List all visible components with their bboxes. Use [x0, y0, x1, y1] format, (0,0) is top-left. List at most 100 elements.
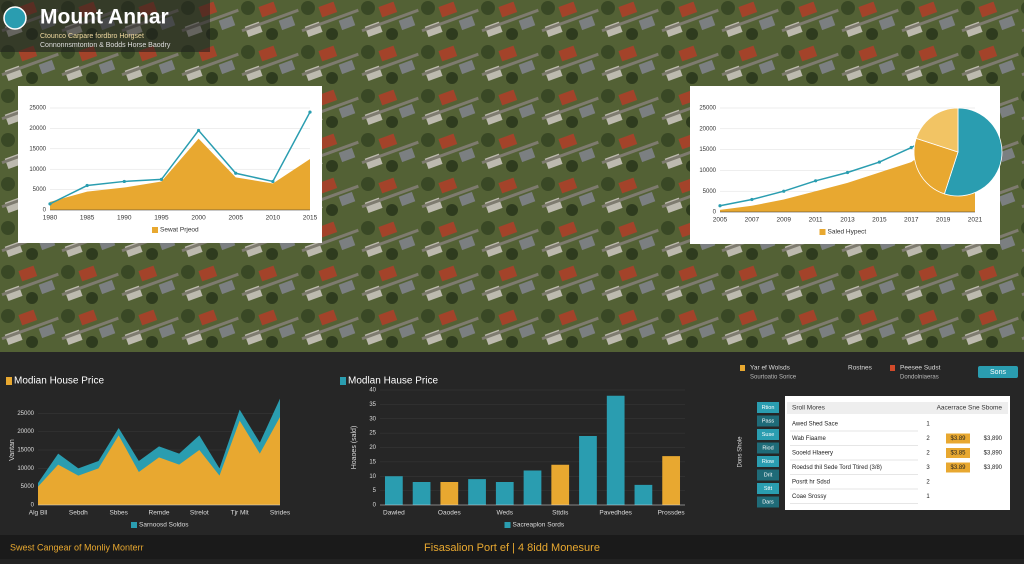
bar	[662, 456, 681, 505]
legend-swatch	[819, 229, 826, 235]
table-cell: Coae Srossy	[792, 494, 826, 500]
table-cell: Sooeld Hlaeery	[792, 451, 833, 457]
x-tick-label: 1980	[43, 215, 58, 222]
bar	[551, 464, 570, 505]
table-header: Sroll Mores	[792, 405, 826, 412]
x-tick-label: Pavedhdes	[599, 510, 632, 517]
y-tick-label: 10000	[699, 168, 716, 174]
side-cell	[757, 429, 779, 440]
table-cell: $3.89	[950, 436, 966, 442]
key-swatch	[740, 365, 745, 371]
x-tick-label: Remde	[149, 510, 170, 517]
side-label: Riow	[762, 459, 774, 465]
bar	[634, 484, 653, 505]
table-cell: 1	[926, 422, 930, 428]
point	[271, 179, 275, 184]
table-cell: $3,890	[984, 465, 1003, 471]
key-label: Yar ef Wolsds	[750, 365, 791, 372]
x-tick-label: 2019	[936, 217, 951, 224]
side-cell	[757, 456, 779, 467]
area	[720, 112, 975, 212]
y-tick-label: 20000	[699, 126, 716, 132]
table-header-bg	[787, 402, 1008, 414]
price-cell	[946, 433, 970, 444]
x-tick-label: Prossdes	[658, 510, 686, 517]
bar	[412, 482, 431, 505]
key-swatch	[890, 365, 895, 371]
side-label: Drit	[764, 472, 773, 478]
x-tick-label: 2015	[303, 215, 318, 222]
table-cell: 2	[926, 436, 930, 442]
x-tick-label: Sebdh	[69, 510, 88, 517]
x-tick-label: Tjr Mlt	[231, 510, 249, 517]
tagline: Connonnsmtonton & Bodds Horse Baodry	[40, 42, 171, 49]
side-label: Riod	[762, 445, 773, 451]
x-tick-label: Weds	[497, 510, 514, 517]
table-panel	[785, 396, 1010, 510]
side-title: Dons Shole	[738, 436, 744, 468]
x-tick-label: Strides	[270, 510, 291, 517]
y-tick-label: 0	[43, 208, 47, 214]
x-tick-label: Strelot	[190, 510, 209, 517]
x-tick-label: 2010	[266, 215, 281, 222]
table-cell: 2	[926, 480, 930, 486]
y-tick-label: 10000	[29, 167, 46, 173]
x-tick-label: Sttdis	[552, 510, 569, 517]
y-axis-label: Hoaoes (sald)	[351, 426, 358, 470]
legend-swatch	[504, 522, 511, 528]
y-tick-label: 5000	[21, 484, 35, 490]
x-tick-label: Dawled	[383, 510, 405, 517]
point	[718, 204, 722, 208]
y-tick-label: 30	[369, 416, 376, 422]
y-tick-label: 40	[369, 388, 376, 394]
point	[196, 128, 201, 133]
y-tick-label: 10	[369, 474, 376, 480]
y-tick-label: 25000	[29, 106, 46, 112]
subtitle: Ctounco Carpare fordbro Horgset	[40, 33, 144, 40]
y-tick-label: 5000	[703, 189, 717, 195]
x-tick-label: Sbbes	[109, 510, 128, 517]
x-tick-label: 2011	[809, 217, 823, 224]
pie-slice	[943, 107, 1003, 197]
bar	[384, 476, 403, 505]
point	[814, 179, 818, 183]
point	[308, 110, 312, 114]
panel	[18, 86, 322, 243]
side-label: Pass	[762, 418, 774, 424]
table-cell: Posrtt hr Sdsd	[792, 480, 830, 486]
x-tick-label: 2021	[968, 217, 983, 224]
footer-center: Fisasalion Port ef | 4 8idd Monesure	[424, 542, 600, 554]
y-tick-label: 35	[369, 402, 376, 408]
point	[782, 189, 786, 193]
table-cell: Awed Shed Sace	[792, 422, 839, 428]
price-cell	[946, 448, 970, 458]
y-tick-label: 20000	[17, 429, 34, 435]
table-cell: Roedsd thil Sede Tord Ttired (3/8)	[792, 465, 882, 471]
bar	[606, 395, 625, 505]
button[interactable]	[978, 366, 1018, 378]
price-cell	[946, 462, 970, 473]
table-cell: 1	[926, 494, 930, 500]
table-cell: 3	[926, 465, 930, 471]
table-cell: $3.85	[950, 451, 966, 457]
y-tick-label: 20	[369, 445, 376, 451]
y-tick-label: 0	[713, 210, 717, 216]
x-tick-label: 2005	[228, 215, 243, 222]
table-cell: $3,890	[984, 436, 1003, 442]
point	[48, 202, 52, 206]
pie-slice	[915, 107, 959, 153]
y-tick-label: 5000	[33, 187, 47, 193]
logo	[3, 6, 27, 30]
y-tick-label: 0	[373, 503, 377, 509]
key-label: Peesee Sudst	[900, 365, 941, 372]
footer-left: Swest Cangear of Monliy Monterr	[10, 542, 144, 552]
side-cell	[757, 415, 779, 427]
side-label: Rtion	[762, 405, 775, 411]
y-tick-label: 5	[373, 488, 377, 494]
title-marker	[6, 377, 12, 385]
x-tick-label: 2015	[872, 217, 887, 224]
y-tick-label: 15000	[29, 146, 46, 152]
button-label[interactable]: Sons	[990, 369, 1006, 376]
legend-label: Sarnoosd Soldos	[139, 522, 189, 529]
y-tick-label: 15000	[699, 147, 716, 153]
